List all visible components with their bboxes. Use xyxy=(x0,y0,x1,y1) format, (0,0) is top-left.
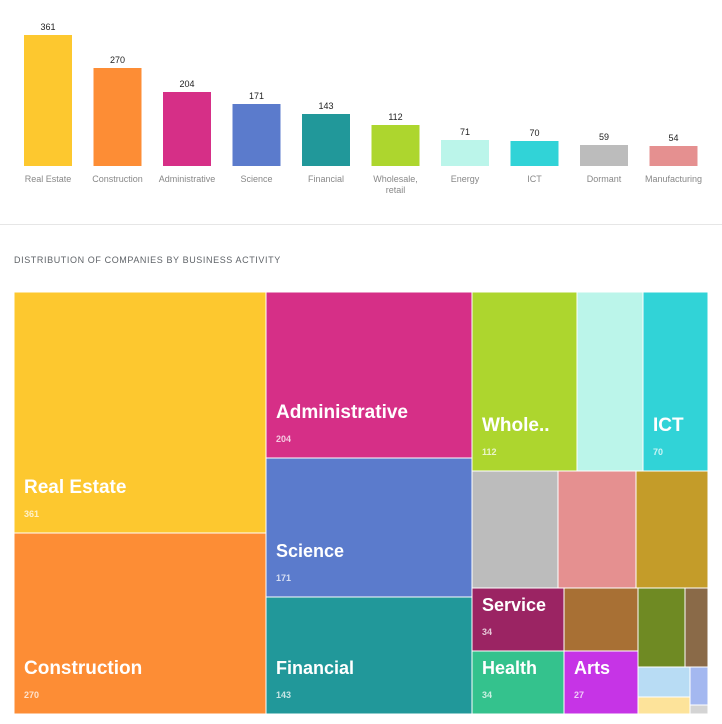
bar-construction[interactable] xyxy=(93,68,142,166)
treemap-tile-other-19[interactable] xyxy=(689,666,709,706)
treemap-tile-arts[interactable] xyxy=(563,650,639,715)
treemap-tile-administrative[interactable] xyxy=(265,291,473,459)
x-tick-construction: Construction xyxy=(92,174,143,184)
treemap-tile-manufacturing[interactable] xyxy=(557,470,637,589)
treemap-value-construction: 270 xyxy=(24,690,39,700)
treemap-tile-other-15[interactable] xyxy=(637,587,686,668)
treemap-label-wholesale-retail: Whole.. xyxy=(482,415,550,436)
x-tick-manufacturing: Manufacturing xyxy=(645,174,702,184)
bar-value-manufacturing: 54 xyxy=(668,133,678,143)
treemap-tile-other-10[interactable] xyxy=(635,470,709,589)
treemap-label-science: Science xyxy=(276,541,344,561)
treemap-value-service: 34 xyxy=(482,627,492,637)
treemap-tile-other-12[interactable] xyxy=(563,587,639,652)
treemap-tile-health[interactable] xyxy=(471,650,565,715)
x-tick-real-estate: Real Estate xyxy=(25,174,72,184)
treemap-tile-dormant[interactable] xyxy=(471,470,559,589)
treemap-value-health: 34 xyxy=(482,690,492,700)
treemap-value-financial: 143 xyxy=(276,690,291,700)
bar-value-dormant: 59 xyxy=(599,132,609,142)
treemap-tile-other-18[interactable] xyxy=(637,696,691,715)
treemap-label-arts: Arts xyxy=(574,658,610,678)
bar-value-energy: 71 xyxy=(460,127,470,137)
x-tick-wholesale-retail: Wholesale, retail xyxy=(373,174,418,195)
bar-administrative[interactable] xyxy=(163,92,211,166)
treemap-tile-other-17[interactable] xyxy=(637,666,691,698)
bar-real-estate[interactable] xyxy=(24,35,72,166)
treemap-tile-construction[interactable] xyxy=(13,532,267,715)
x-tick-administrative: Administrative xyxy=(159,174,216,184)
treemap-label-ict: ICT xyxy=(653,415,684,436)
treemap-tile-other-16[interactable] xyxy=(684,587,709,668)
bar-manufacturing[interactable] xyxy=(649,146,698,166)
bar-value-wholesale-retail: 112 xyxy=(388,112,402,122)
treemap-value-ict: 70 xyxy=(653,447,663,457)
treemap-value-arts: 27 xyxy=(574,690,584,700)
treemap-tile-wholesale-retail[interactable] xyxy=(471,291,578,472)
bar-value-ict: 70 xyxy=(529,128,539,138)
treemap-label-health: Health xyxy=(482,658,537,678)
treemap-label-construction: Construction xyxy=(24,658,142,679)
x-tick-science: Science xyxy=(240,174,272,184)
treemap-label-service: Service xyxy=(482,595,546,615)
x-tick-financial: Financial xyxy=(308,174,344,184)
treemap-label-financial: Financial xyxy=(276,658,354,678)
treemap-value-science: 171 xyxy=(276,573,291,583)
bar-value-financial: 143 xyxy=(318,101,333,111)
bar-value-administrative: 204 xyxy=(179,79,194,89)
treemap-tile-science[interactable] xyxy=(265,457,473,598)
bar-value-science: 171 xyxy=(249,91,264,101)
treemap-title: DISTRIBUTION OF COMPANIES BY BUSINESS AC… xyxy=(14,255,281,265)
bar-dormant[interactable] xyxy=(580,145,628,166)
bar-chart: 361 Real Estate 270 Construction 204 Administ… xyxy=(24,22,702,195)
bar-wholesale-retail[interactable] xyxy=(371,125,420,166)
bar-energy[interactable] xyxy=(441,140,489,166)
treemap-tile-ict[interactable] xyxy=(642,291,709,472)
x-tick-ict: ICT xyxy=(527,174,542,184)
treemap-value-real-estate: 361 xyxy=(24,509,39,519)
treemap-tile-financial[interactable] xyxy=(265,596,473,715)
bar-science[interactable] xyxy=(232,104,281,166)
section-divider xyxy=(0,224,722,225)
treemap-value-wholesale-retail: 112 xyxy=(482,447,497,457)
treemap-tile-real-estate[interactable] xyxy=(13,291,267,534)
x-tick-energy: Energy xyxy=(451,174,480,184)
treemap-tile-service[interactable] xyxy=(471,587,565,652)
bar-financial[interactable] xyxy=(302,114,350,166)
bar-ict[interactable] xyxy=(510,141,559,166)
x-tick-dormant: Dormant xyxy=(587,174,622,184)
treemap-tile-energy[interactable] xyxy=(576,291,644,472)
treemap-tile-other-20[interactable] xyxy=(689,704,709,715)
bar-value-real-estate: 361 xyxy=(40,22,55,32)
treemap-label-administrative: Administrative xyxy=(276,402,408,423)
treemap-label-real-estate: Real Estate xyxy=(24,477,126,498)
treemap-value-administrative: 204 xyxy=(276,434,291,444)
bar-value-construction: 270 xyxy=(110,55,125,65)
